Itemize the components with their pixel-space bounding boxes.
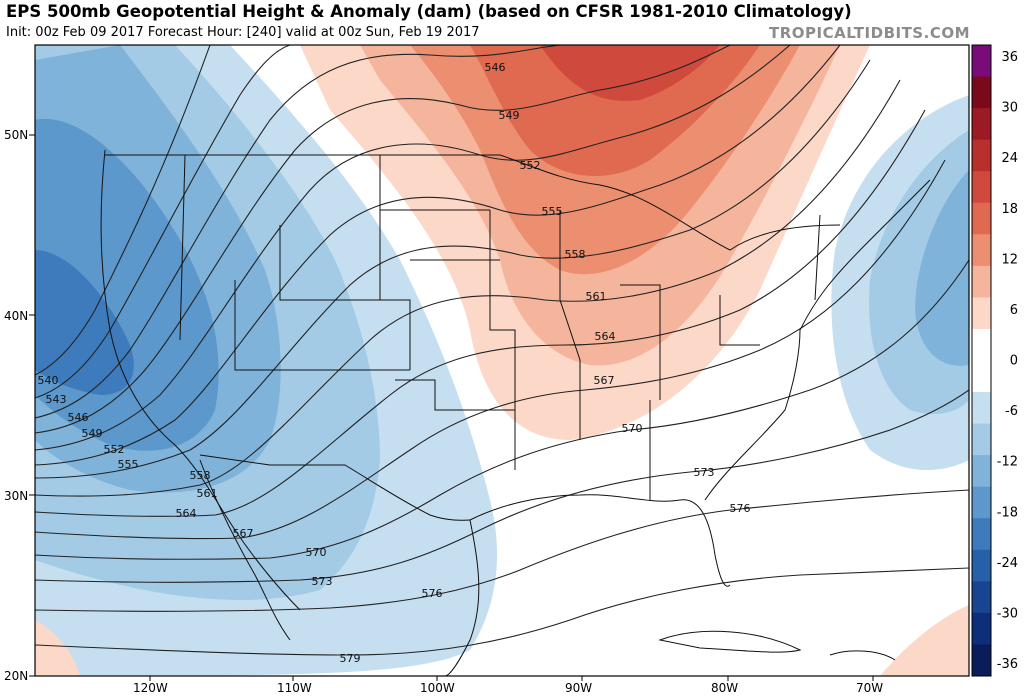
contour-570 [35,259,969,560]
contour-label: 573 [694,466,715,479]
contour-546 [35,45,561,419]
us-canada-border [105,154,841,251]
contour-label: 546 [68,411,89,424]
contour-543 [35,45,291,399]
contour-label: 561 [586,290,607,303]
contour-561 [35,79,901,497]
contour-567 [35,159,946,540]
anomaly-east-neg-18 [915,170,969,366]
contour-label: 567 [233,527,254,540]
contour-573 [35,389,969,583]
lat-label: 30N [4,489,28,503]
anomaly-sw-pos [35,620,80,676]
contour-555 [35,45,841,466]
contour-label: 543 [46,393,67,406]
anomaly-pos-30 [540,45,720,101]
contour-552 [35,45,791,451]
anomaly-neg-30 [35,250,134,395]
contour-label: 549 [82,427,103,440]
lat-label: 40N [4,309,28,323]
lat-label: 20N [4,669,28,683]
state-line [234,280,410,371]
lon-label: 90W [565,681,592,695]
gulf-coast [469,494,731,587]
contour-label: 573 [312,575,333,588]
state-line [620,284,661,400]
contour-540 [35,45,211,376]
anomaly-se-pos [880,605,969,676]
contour-label: 570 [622,422,643,435]
state-line [395,379,515,411]
contour-576 [35,489,969,612]
anomaly-pos-24 [470,45,760,177]
lat-label: 50N [4,128,28,142]
contour-label: 555 [118,458,139,471]
contour-label: 552 [104,443,125,456]
contour-564 [35,109,926,517]
state-line [719,295,760,346]
chart-title: EPS 500mb Geopotential Height & Anomaly … [6,2,852,21]
contour-label: 576 [422,587,443,600]
contour-label: 558 [565,248,586,261]
contour-label: 540 [38,374,59,387]
contour-label: 567 [594,374,615,387]
contour-label: 549 [499,109,520,122]
contour-label: 579 [340,652,361,665]
contour-label: 555 [542,205,563,218]
atlantic-coast [704,179,931,501]
contour-label: 564 [595,330,616,343]
contour-label: 576 [730,502,751,515]
state-line [379,155,411,370]
contour-579 [35,567,969,656]
state-line [814,214,821,301]
lon-label: 70W [856,681,883,695]
contour-label: 564 [176,507,197,520]
lon-label: 110W [277,681,312,695]
brand-watermark: TROPICALTIDBITS.COM [769,24,970,42]
run-info: Init: 00z Feb 09 2017 Forecast Hour: [24… [6,25,480,40]
lon-label: 80W [711,681,738,695]
lon-label: 100W [420,681,455,695]
contour-label: 570 [306,546,327,559]
map-frame [34,44,970,677]
contour-549 [35,45,731,434]
mexico-gulf-coast [444,519,480,676]
state-line [489,210,516,470]
hispaniola [829,650,896,661]
state-line [179,154,186,341]
baja-coast [199,459,291,641]
west-coastline [100,149,301,611]
us-mexico-border [199,454,471,521]
contour-label: 546 [485,61,506,74]
contour-558 [35,59,871,479]
cuba [658,630,802,653]
lon-label: 120W [133,681,168,695]
state-line [559,210,581,440]
state-line [279,225,380,301]
